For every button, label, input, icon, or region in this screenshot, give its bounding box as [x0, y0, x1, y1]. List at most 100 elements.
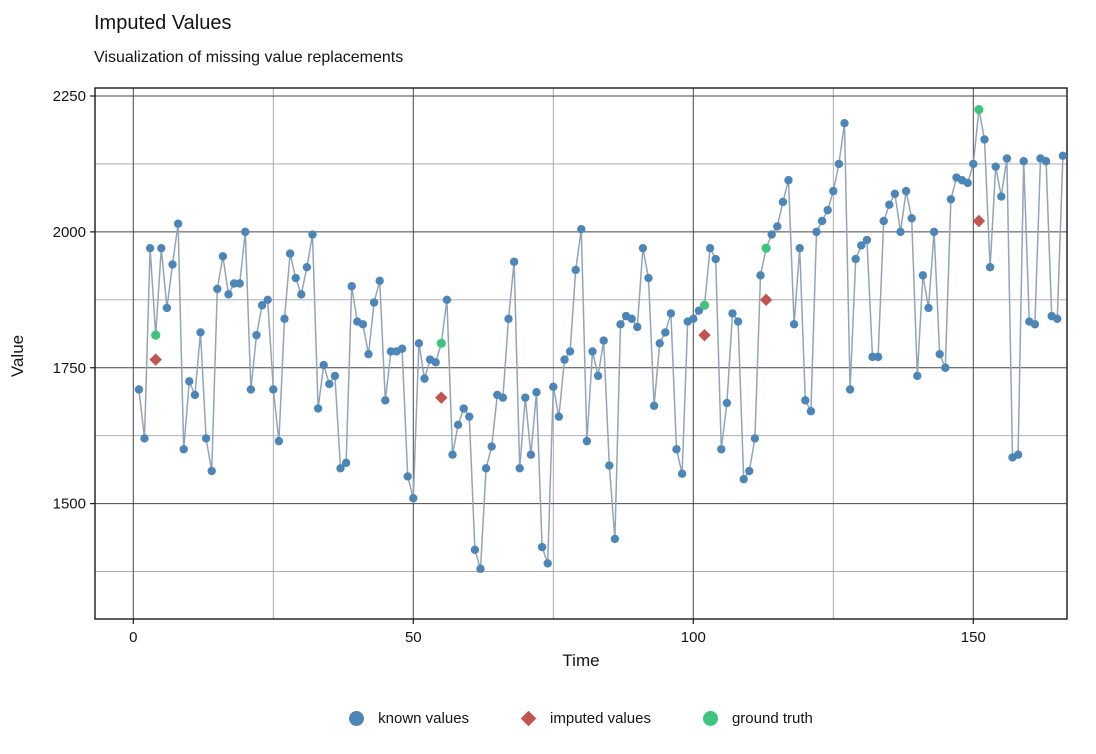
known-value-point [677, 469, 687, 478]
known-value-point [207, 466, 216, 476]
known-value-point [924, 303, 933, 313]
known-value-point [554, 412, 564, 421]
known-value-point [571, 265, 580, 275]
known-value-point [263, 295, 272, 305]
known-value-point [605, 461, 614, 470]
known-value-point [689, 314, 698, 324]
legend: known values imputed values ground truth [95, 710, 1067, 727]
known-value-point [196, 328, 205, 337]
known-value-point [879, 216, 888, 226]
y-tick-label: 1750 [53, 360, 86, 377]
known-value-point [946, 195, 956, 204]
known-value-point [274, 436, 284, 446]
imputed-value-point [972, 214, 986, 228]
legend-item-imputed-values: imputed values [520, 710, 651, 727]
ground-truth-point [699, 300, 710, 310]
known-value-point [739, 474, 748, 484]
known-value-point [369, 298, 379, 307]
known-value-point [257, 301, 267, 310]
x-axis-title: Time [562, 651, 600, 670]
known-value-point [901, 186, 911, 196]
known-value-point [431, 358, 440, 367]
known-value-point [834, 159, 844, 169]
known-value-point [991, 162, 1000, 171]
known-value-point [134, 385, 144, 394]
known-value-point [733, 317, 743, 326]
known-value-point [218, 252, 228, 261]
panel-frame [94, 87, 1068, 620]
known-value-point [935, 349, 944, 359]
known-value-point [504, 314, 513, 324]
known-value-point [521, 393, 530, 402]
known-value-point [381, 396, 390, 405]
known-value-point [694, 306, 704, 315]
known-value-point [487, 442, 496, 451]
known-value-point [980, 135, 989, 144]
known-value-point [1013, 450, 1023, 459]
known-value-point [616, 320, 625, 329]
known-value-point [442, 295, 452, 305]
known-value-point [644, 273, 653, 283]
known-value-point [409, 493, 418, 503]
known-value-point [969, 159, 978, 169]
known-value-point [414, 339, 424, 348]
known-value-point [829, 186, 838, 196]
known-value-point [515, 464, 524, 473]
known-value-point [341, 458, 351, 468]
known-value-point [1058, 151, 1068, 160]
known-value-point [201, 434, 211, 443]
known-value-point [997, 192, 1006, 201]
known-value-point [145, 243, 155, 253]
known-value-point [767, 230, 776, 239]
imputed-value-point [435, 391, 448, 404]
ground-truth-point [761, 243, 771, 253]
known-value-point [907, 214, 916, 223]
known-value-point [913, 371, 922, 381]
imputed-value-point [698, 328, 711, 342]
known-value-point [750, 434, 760, 443]
ground-truth-point [151, 330, 161, 340]
known-value-point [465, 412, 474, 421]
known-value-point [610, 534, 620, 544]
known-value-point [963, 178, 972, 188]
imputed-value-point [149, 353, 162, 366]
known-value-point [325, 379, 334, 389]
diamond-icon [520, 710, 537, 727]
known-value-point [375, 276, 384, 285]
y-tick-label: 2250 [53, 88, 86, 105]
known-value-point [285, 249, 295, 258]
known-value-point [470, 545, 480, 555]
known-value-point [481, 464, 491, 473]
x-tick-label: 100 [681, 629, 706, 646]
y-axis-title: Value [8, 334, 27, 378]
known-value-point [784, 176, 793, 185]
known-value-point [823, 205, 832, 215]
chart-subtitle: Visualization of missing value replaceme… [94, 49, 404, 66]
known-value-point [269, 385, 278, 394]
known-value-point [941, 363, 950, 372]
known-value-point [537, 542, 547, 552]
known-value-point [873, 352, 883, 362]
known-value-point [840, 118, 849, 128]
known-value-point [403, 472, 412, 481]
ground-truth-point [974, 104, 984, 115]
known-value-point [862, 235, 872, 245]
known-value-point [588, 347, 597, 356]
known-value-point [577, 224, 586, 234]
known-value-point [313, 404, 323, 413]
known-value-point [549, 382, 558, 391]
known-value-point [280, 314, 289, 324]
known-value-point [929, 227, 939, 237]
known-value-point [633, 322, 642, 332]
y-tick-label: 1500 [53, 496, 86, 513]
known-value-point [627, 314, 636, 324]
known-value-point [985, 263, 995, 272]
known-value-point [845, 385, 855, 394]
known-value-point [1002, 154, 1012, 163]
known-value-point [745, 466, 754, 476]
known-value-point [582, 436, 592, 446]
known-value-point [599, 336, 608, 345]
known-value-point [806, 407, 816, 416]
known-value-point [297, 290, 306, 299]
